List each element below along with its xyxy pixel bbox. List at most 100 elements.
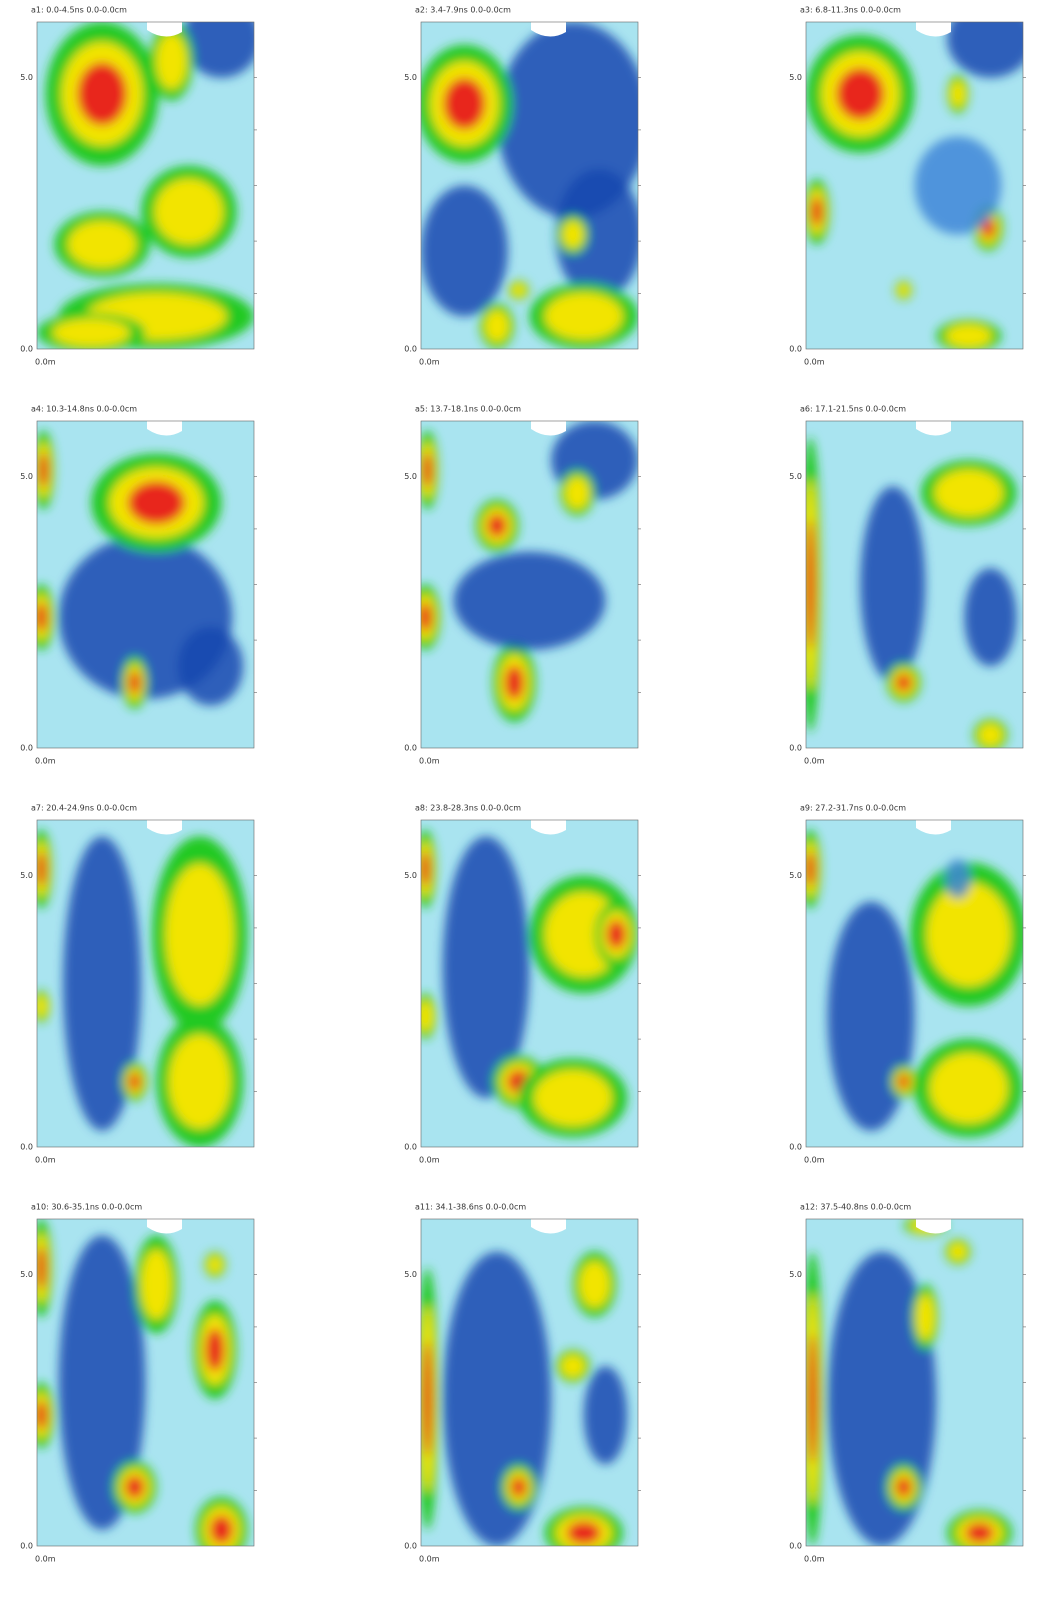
y-tick-label: 5.0: [404, 871, 417, 880]
blob: [534, 1070, 612, 1127]
x-tick-label: 0.0m: [419, 1156, 440, 1165]
blob: [156, 33, 187, 90]
heatmap: [799, 820, 1027, 1147]
blob: [545, 293, 623, 340]
blob: [511, 1477, 526, 1497]
y-tick-label: 5.0: [404, 1270, 417, 1279]
blob: [896, 1477, 911, 1497]
blob: [860, 486, 925, 682]
blob: [37, 1246, 47, 1289]
blob: [169, 1035, 231, 1129]
blob: [205, 1328, 224, 1371]
blob: [505, 665, 524, 700]
blob: [930, 1053, 1008, 1124]
x-tick-label: 0.0m: [804, 757, 825, 766]
panel-label: a1: 0.0-4.5ns 0.0-0.0cm: [31, 6, 127, 15]
x-tick-label: 0.0m: [804, 1156, 825, 1165]
y-tick-label: 5.0: [789, 472, 802, 481]
blob: [896, 674, 911, 691]
blob: [129, 671, 140, 694]
y-tick-label: 0.0: [20, 345, 33, 354]
y-tick-label: 5.0: [789, 73, 802, 82]
blob: [443, 1252, 552, 1546]
heatmap: [37, 0, 261, 352]
blob: [915, 136, 1002, 234]
slice-panel: a4: 10.3-14.8ns 0.0-0.0cm 5.0 0.00.0m: [20, 405, 257, 766]
heatmap: [30, 820, 254, 1147]
blob: [836, 68, 884, 120]
x-tick-label: 0.0m: [35, 1156, 56, 1165]
blob: [897, 283, 909, 297]
blob: [927, 883, 1011, 987]
y-tick-label: 0.0: [789, 345, 802, 354]
blob: [421, 852, 431, 887]
blob: [949, 1242, 968, 1261]
x-tick-label: 0.0m: [804, 358, 825, 367]
x-tick-label: 0.0m: [35, 757, 56, 766]
y-tick-label: 0.0: [789, 1143, 802, 1152]
y-tick-label: 0.0: [20, 1143, 33, 1152]
blob: [560, 1354, 585, 1378]
blob: [454, 552, 606, 650]
blob: [165, 864, 234, 1005]
heatmap: [799, 421, 1023, 751]
blob: [806, 520, 816, 649]
blob: [141, 1249, 172, 1320]
blob: [487, 514, 506, 537]
y-tick-label: 5.0: [404, 472, 417, 481]
heatmap: [414, 820, 638, 1147]
blob: [68, 221, 137, 268]
x-tick-label: 0.0m: [35, 1555, 56, 1564]
slice-panel: a3: 6.8-11.3ns 0.0-0.0cm5.00.00.0m: [789, 0, 1034, 367]
y-tick-label: 0.0: [404, 1542, 417, 1551]
y-tick-label: 0.0: [404, 345, 417, 354]
blob: [916, 1294, 935, 1341]
panel-label: a11: 34.1-38.6ns 0.0-0.0cm: [415, 1203, 526, 1212]
blob: [207, 1255, 223, 1274]
blob: [39, 453, 49, 488]
heatmap: [804, 0, 1034, 352]
blob: [607, 920, 626, 949]
y-tick-label: 5.0: [789, 871, 802, 880]
y-tick-label: 5.0: [20, 1270, 33, 1279]
blob: [178, 627, 243, 705]
blob: [52, 319, 130, 347]
blob: [964, 568, 1016, 666]
y-tick-label: 5.0: [20, 73, 33, 82]
blob: [811, 197, 822, 226]
panel-label: a9: 27.2-31.7ns 0.0-0.0cm: [800, 804, 906, 813]
x-tick-label: 0.0m: [419, 757, 440, 766]
blob: [965, 1523, 994, 1543]
blob: [419, 603, 432, 632]
panel-label: a4: 10.3-14.8ns 0.0-0.0cm: [31, 405, 137, 414]
blob: [421, 186, 508, 317]
blob: [950, 80, 966, 108]
blob: [934, 469, 1003, 516]
blob: [129, 1073, 140, 1090]
slice-panel: a12: 37.5-40.8ns 0.0-0.0cm5.00.00.0m: [789, 1203, 1026, 1564]
heatmap: [802, 1216, 1023, 1556]
y-tick-label: 5.0: [20, 472, 33, 481]
blob: [565, 476, 590, 509]
y-tick-label: 5.0: [404, 73, 417, 82]
blob: [808, 1334, 818, 1463]
blob: [77, 62, 127, 125]
blob: [484, 310, 509, 343]
blob: [36, 603, 47, 632]
y-tick-label: 0.0: [20, 744, 33, 753]
blob: [945, 324, 992, 348]
heatmap: [410, 421, 638, 748]
blob: [945, 859, 971, 898]
blob: [947, 0, 1034, 78]
heatmap: [28, 421, 254, 748]
blob: [418, 1000, 434, 1033]
panel-label: a12: 37.5-40.8ns 0.0-0.0cm: [800, 1203, 911, 1212]
slice-panel: a9: 27.2-31.7ns 0.0-0.0cm 5.0 0.00.0m: [789, 804, 1027, 1165]
y-tick-label: 0.0: [789, 744, 802, 753]
blob: [423, 453, 433, 488]
blob: [36, 1401, 47, 1430]
